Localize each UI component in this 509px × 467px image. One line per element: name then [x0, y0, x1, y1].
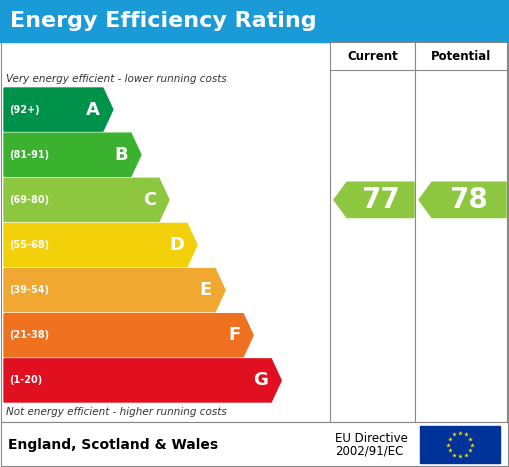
Polygon shape [334, 182, 414, 218]
Text: England, Scotland & Wales: England, Scotland & Wales [8, 438, 218, 452]
Polygon shape [4, 314, 253, 357]
Text: (39-54): (39-54) [9, 285, 49, 295]
Text: (81-91): (81-91) [9, 150, 49, 160]
Text: E: E [200, 281, 212, 299]
Bar [0, 0, 509, 42]
Text: (55-68): (55-68) [9, 240, 49, 250]
Text: (21-38): (21-38) [9, 330, 49, 340]
Polygon shape [4, 223, 197, 267]
Polygon shape [4, 88, 113, 131]
Text: C: C [143, 191, 156, 209]
Text: EU Directive: EU Directive [335, 432, 408, 445]
Text: (1-20): (1-20) [9, 375, 42, 385]
Polygon shape [4, 359, 281, 402]
Text: (92+): (92+) [9, 105, 40, 114]
Text: Very energy efficient - lower running costs: Very energy efficient - lower running co… [6, 74, 227, 84]
Text: Not energy efficient - higher running costs: Not energy efficient - higher running co… [6, 407, 227, 417]
Polygon shape [419, 182, 506, 218]
Text: G: G [253, 371, 268, 389]
Text: B: B [115, 146, 128, 164]
Text: (69-80): (69-80) [9, 195, 49, 205]
Text: Current: Current [347, 50, 398, 63]
Bar [1, 42, 508, 422]
Text: 77: 77 [361, 186, 400, 214]
Bar [420, 426, 500, 463]
Text: A: A [86, 100, 100, 119]
Polygon shape [4, 269, 225, 311]
Bar [330, 42, 415, 70]
Text: Potential: Potential [431, 50, 491, 63]
Polygon shape [4, 133, 141, 176]
Text: 78: 78 [449, 186, 488, 214]
Bar [1, 422, 508, 466]
Text: F: F [228, 326, 240, 344]
Text: D: D [169, 236, 184, 254]
Text: Energy Efficiency Rating: Energy Efficiency Rating [10, 11, 317, 31]
Polygon shape [4, 178, 169, 221]
Bar [415, 42, 507, 70]
Text: 2002/91/EC: 2002/91/EC [335, 445, 403, 458]
